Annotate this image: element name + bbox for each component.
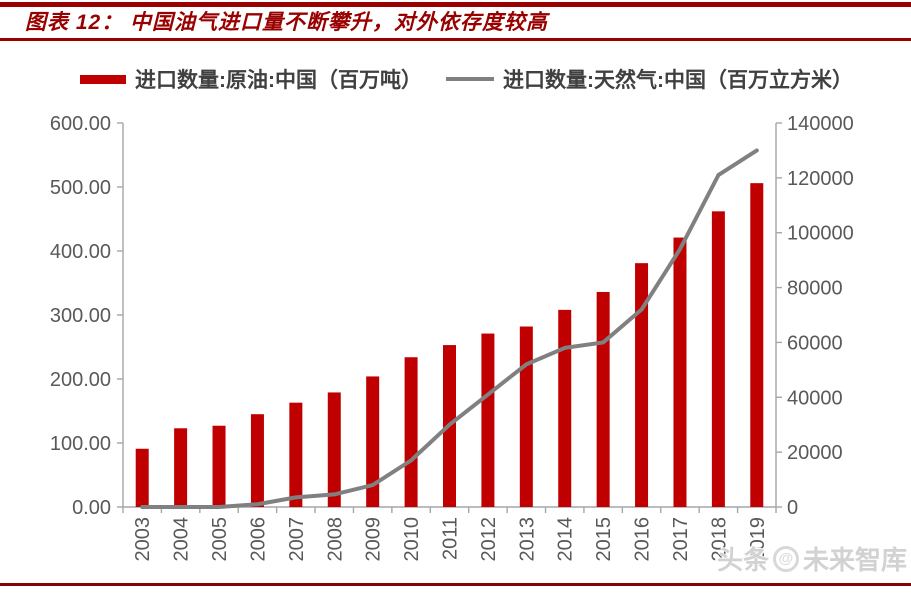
y-axis-right-tick-label: 100000	[787, 223, 854, 245]
y-axis-left-tick-label: 600.00	[50, 113, 111, 135]
y-axis-left-tick-label: 100.00	[50, 433, 111, 455]
crude-oil-bar-2003	[135, 448, 149, 507]
x-axis-year-label-2006: 2006	[247, 517, 269, 562]
x-axis-year-label-2008: 2008	[324, 517, 346, 562]
gas-legend-label: 进口数量:天然气:中国（百万立方米）	[503, 69, 853, 92]
y-axis-right-tick-label: 60000	[787, 332, 843, 354]
crude-oil-bar-2006	[250, 414, 264, 507]
crude-oil-bar-2015	[596, 291, 610, 507]
x-axis-year-label-2015: 2015	[593, 517, 615, 562]
chart-legend: 进口数量:原油:中国（百万吨） 进口数量:天然气:中国（百万立方米）	[80, 64, 853, 94]
crude-oil-bar-2010	[404, 357, 418, 507]
x-axis-year-label-2019: 2019	[747, 517, 769, 562]
legend-item-gas: 进口数量:天然气:中国（百万立方米）	[446, 64, 853, 94]
x-axis-year-label-2013: 2013	[516, 517, 538, 562]
crude-oil-bar-2009	[366, 376, 380, 507]
at-circle-icon: @	[772, 545, 799, 572]
x-axis-year-label-2011: 2011	[440, 517, 462, 560]
y-axis-left-tick-label: 200.00	[50, 369, 111, 391]
x-axis-year-label-2012: 2012	[478, 517, 500, 562]
x-axis-year-label-2010: 2010	[401, 517, 423, 562]
y-axis-right-tick-label: 140000	[787, 113, 854, 135]
y-axis-left-tick-label: 500.00	[50, 177, 111, 199]
watermark: 头条 @ 未来智库	[717, 540, 907, 577]
x-axis-year-label-2009: 2009	[363, 517, 385, 562]
crude-oil-bar-2016	[635, 263, 649, 507]
watermark-suffix: 未来智库	[802, 545, 907, 575]
title-top-rule	[0, 2, 911, 7]
x-axis-year-label-2005: 2005	[209, 517, 231, 562]
y-axis-left-tick-label: 300.00	[50, 305, 111, 327]
title-bottom-rule	[0, 38, 911, 41]
x-axis-year-label-2003: 2003	[132, 517, 154, 562]
crude-oil-bar-2008	[327, 392, 341, 507]
x-axis-year-label-2017: 2017	[670, 517, 692, 562]
y-axis-left-tick-label: 0.00	[72, 497, 111, 519]
x-axis-year-label-2004: 2004	[171, 517, 193, 562]
gas-line-swatch-icon	[446, 77, 494, 81]
x-axis-year-label-2018: 2018	[708, 517, 730, 562]
figure-title: 图表 12： 中国油气进口量不断攀升，对外依存度较高	[25, 11, 549, 34]
watermark-prefix: 头条	[716, 545, 769, 575]
crude-oil-bar-2012	[481, 333, 495, 507]
y-axis-right-tick-label: 0	[787, 497, 798, 519]
crude-oil-bar-2004	[174, 428, 188, 507]
crude-bar-swatch-icon	[80, 74, 126, 84]
crude-oil-bar-2018	[711, 211, 725, 507]
x-axis-year-label-2014: 2014	[555, 517, 577, 562]
crude-oil-bar-2007	[289, 402, 303, 507]
crude-legend-label: 进口数量:原油:中国（百万吨）	[135, 69, 422, 92]
page-bottom-rule	[0, 583, 911, 586]
y-axis-right-tick-label: 120000	[787, 168, 854, 190]
crude-oil-bar-2013	[519, 326, 533, 507]
y-axis-right-tick-label: 40000	[787, 387, 843, 409]
crude-oil-bar-2017	[673, 237, 687, 507]
y-axis-right-tick-label: 80000	[787, 278, 843, 300]
crude-oil-bar-2005	[212, 425, 226, 507]
y-axis-right-tick-label: 20000	[787, 442, 843, 464]
crude-oil-bar-2014	[558, 309, 572, 507]
x-axis-year-label-2007: 2007	[286, 517, 308, 562]
legend-item-crude: 进口数量:原油:中国（百万吨）	[80, 64, 422, 94]
natural-gas-line	[140, 148, 759, 509]
x-axis-year-label-2016: 2016	[632, 517, 654, 562]
y-axis-left-tick-label: 400.00	[50, 241, 111, 263]
crude-oil-bar-2019	[750, 183, 764, 507]
